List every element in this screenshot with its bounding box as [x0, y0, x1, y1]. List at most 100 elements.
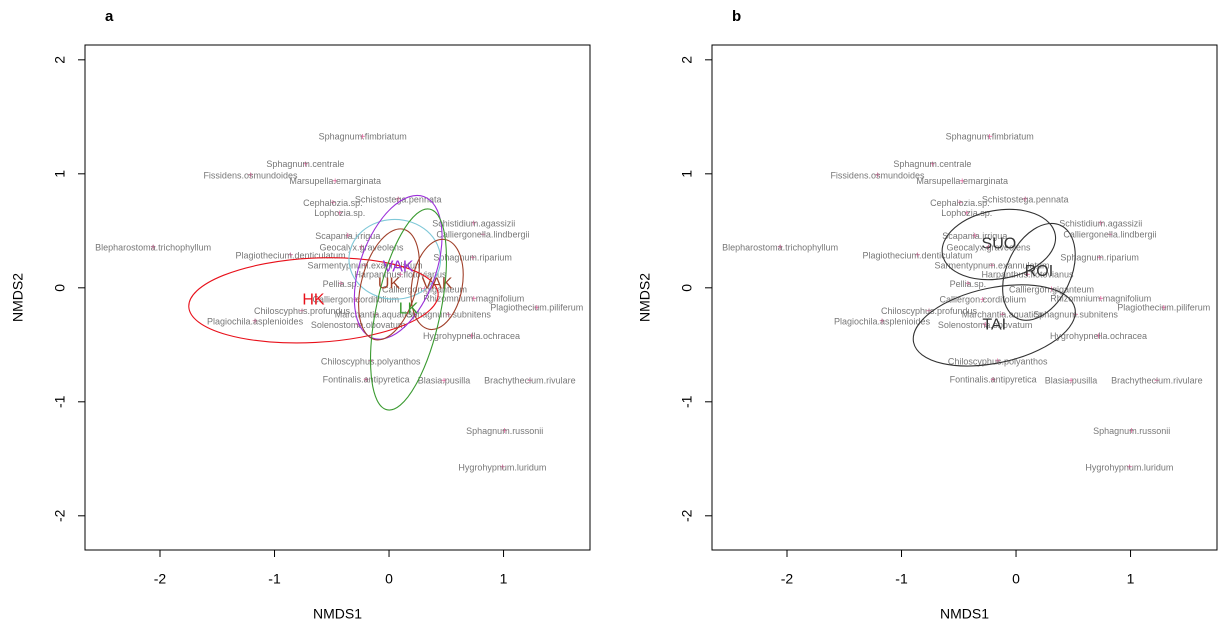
species-point: + — [959, 176, 965, 187]
species-label: Sphagnum.russonii — [1093, 426, 1170, 436]
species-label: Blepharostoma.trichophyllum — [722, 242, 838, 252]
species-label: Rhizomnium.magnifolium — [1050, 294, 1151, 304]
species-point: + — [345, 231, 351, 242]
species-point: + — [915, 251, 921, 262]
species-label: Hygrohypnum.luridum — [1085, 462, 1173, 472]
group-ellipse — [912, 284, 1076, 367]
y-tick-label: 1 — [52, 170, 68, 178]
group-label: TAI — [982, 317, 1006, 334]
species-point: + — [777, 243, 783, 254]
x-tick-label: 0 — [1012, 571, 1020, 587]
species-label: Cephalozia.sp. — [930, 198, 990, 208]
species-point: + — [879, 317, 885, 328]
species-point: + — [338, 279, 344, 290]
y-tick-label: -2 — [52, 509, 68, 522]
panel-label: a — [105, 8, 114, 25]
species-label: Fontinalis.antipyretica — [950, 375, 1037, 385]
species-point: + — [1161, 303, 1167, 314]
species-label: Blepharostoma.trichophyllum — [95, 242, 211, 252]
y-tick-label: 1 — [679, 170, 695, 178]
species-point: + — [150, 243, 156, 254]
species-point: + — [372, 310, 378, 321]
species-point: + — [470, 253, 476, 264]
species-label: Chiloscyphus.profundus — [881, 306, 978, 316]
plot-frame — [84, 44, 591, 551]
x-tick-label: -2 — [781, 571, 794, 587]
species-label: Pellia.sp. — [950, 279, 987, 289]
x-tick-label: 0 — [385, 571, 393, 587]
species-label: Sphagnum.russonii — [466, 426, 543, 436]
y-tick-label: 0 — [52, 284, 68, 292]
species-label: Chiloscyphus.polyanthos — [948, 356, 1048, 366]
x-tick-label: -1 — [268, 571, 281, 587]
species-point: + — [441, 376, 447, 387]
species-label: Sphagnum.riparium — [1060, 253, 1139, 263]
species-point: + — [359, 243, 365, 254]
y-axis-title: NMDS2 — [10, 273, 26, 322]
species-point: + — [999, 310, 1005, 321]
species-point: + — [360, 132, 366, 143]
species-point: + — [480, 230, 486, 241]
y-tick-label: 2 — [52, 56, 68, 64]
y-tick-label: -2 — [679, 509, 695, 522]
species-label: Harpanthus.flotovianus — [354, 270, 447, 280]
species-point: + — [252, 317, 258, 328]
species-label: Plagiochila.asplenioides — [207, 316, 304, 326]
species-label: Sphagnum.riparium — [433, 253, 512, 263]
species-label: Hygrohypnum.luridum — [458, 462, 546, 472]
species-point: + — [469, 331, 475, 342]
species-label: Marsupella.emarginata — [289, 176, 381, 186]
species-point: + — [957, 198, 963, 209]
species-label: Brachythecium.rivulare — [484, 376, 576, 386]
species-label: Chiloscyphus.profundus — [254, 306, 351, 316]
panel-label: b — [732, 8, 741, 25]
species-point: + — [990, 375, 996, 386]
species-label: Fissidens.osmundoides — [830, 170, 925, 180]
species-point: + — [398, 270, 404, 281]
species-point: + — [330, 198, 336, 209]
species-label: Plagiothecium.piliferum — [490, 303, 583, 313]
species-point: + — [875, 171, 881, 182]
group-label: SUO — [982, 236, 1017, 253]
species-label: Brachythecium.rivulare — [1111, 376, 1203, 386]
species-label: Calliergon.cordifolium — [313, 295, 400, 305]
species-point: + — [1097, 253, 1103, 264]
group-label: LK — [399, 301, 419, 318]
species-point: + — [987, 132, 993, 143]
group-ellipse — [1002, 222, 1076, 321]
species-label: Geocalyx.graveolens — [947, 242, 1032, 252]
species-point: + — [1154, 376, 1160, 387]
species-point: + — [471, 294, 477, 305]
species-label: Marsupella.emarginata — [916, 176, 1008, 186]
species-point: + — [1098, 219, 1104, 230]
species-label: Marchantia.aquatica — [962, 310, 1043, 320]
group-ellipse — [188, 257, 439, 344]
plot-frame — [711, 44, 1218, 551]
group-ellipse — [370, 208, 447, 411]
species-point: + — [1049, 285, 1055, 296]
species-label: Solenostoma.obovatum — [938, 320, 1033, 330]
species-point: + — [1096, 331, 1102, 342]
group-ellipse — [348, 218, 442, 300]
species-point: + — [355, 320, 361, 331]
species-label: Calliergon.cordifolium — [940, 295, 1027, 305]
species-point: + — [303, 159, 309, 170]
x-tick-label: -1 — [895, 571, 908, 587]
species-point: + — [1098, 294, 1104, 305]
species-label: Schistidium.agassizii — [432, 218, 515, 228]
y-tick-label: 0 — [679, 284, 695, 292]
species-label: Lophozia.sp. — [941, 208, 992, 218]
species-point: + — [995, 357, 1001, 368]
species-point: + — [1107, 230, 1113, 241]
species-label: Blasia.pusilla — [1045, 376, 1098, 386]
species-point: + — [471, 219, 477, 230]
species-point: + — [353, 295, 359, 306]
species-label: Plagiothecium.piliferum — [1117, 303, 1210, 313]
species-label: Plagiothecium.denticulatum — [863, 250, 973, 260]
group-ellipse — [941, 208, 1057, 281]
x-tick-label: 1 — [500, 571, 508, 587]
species-label: Blasia.pusilla — [418, 376, 471, 386]
species-point: + — [982, 320, 988, 331]
